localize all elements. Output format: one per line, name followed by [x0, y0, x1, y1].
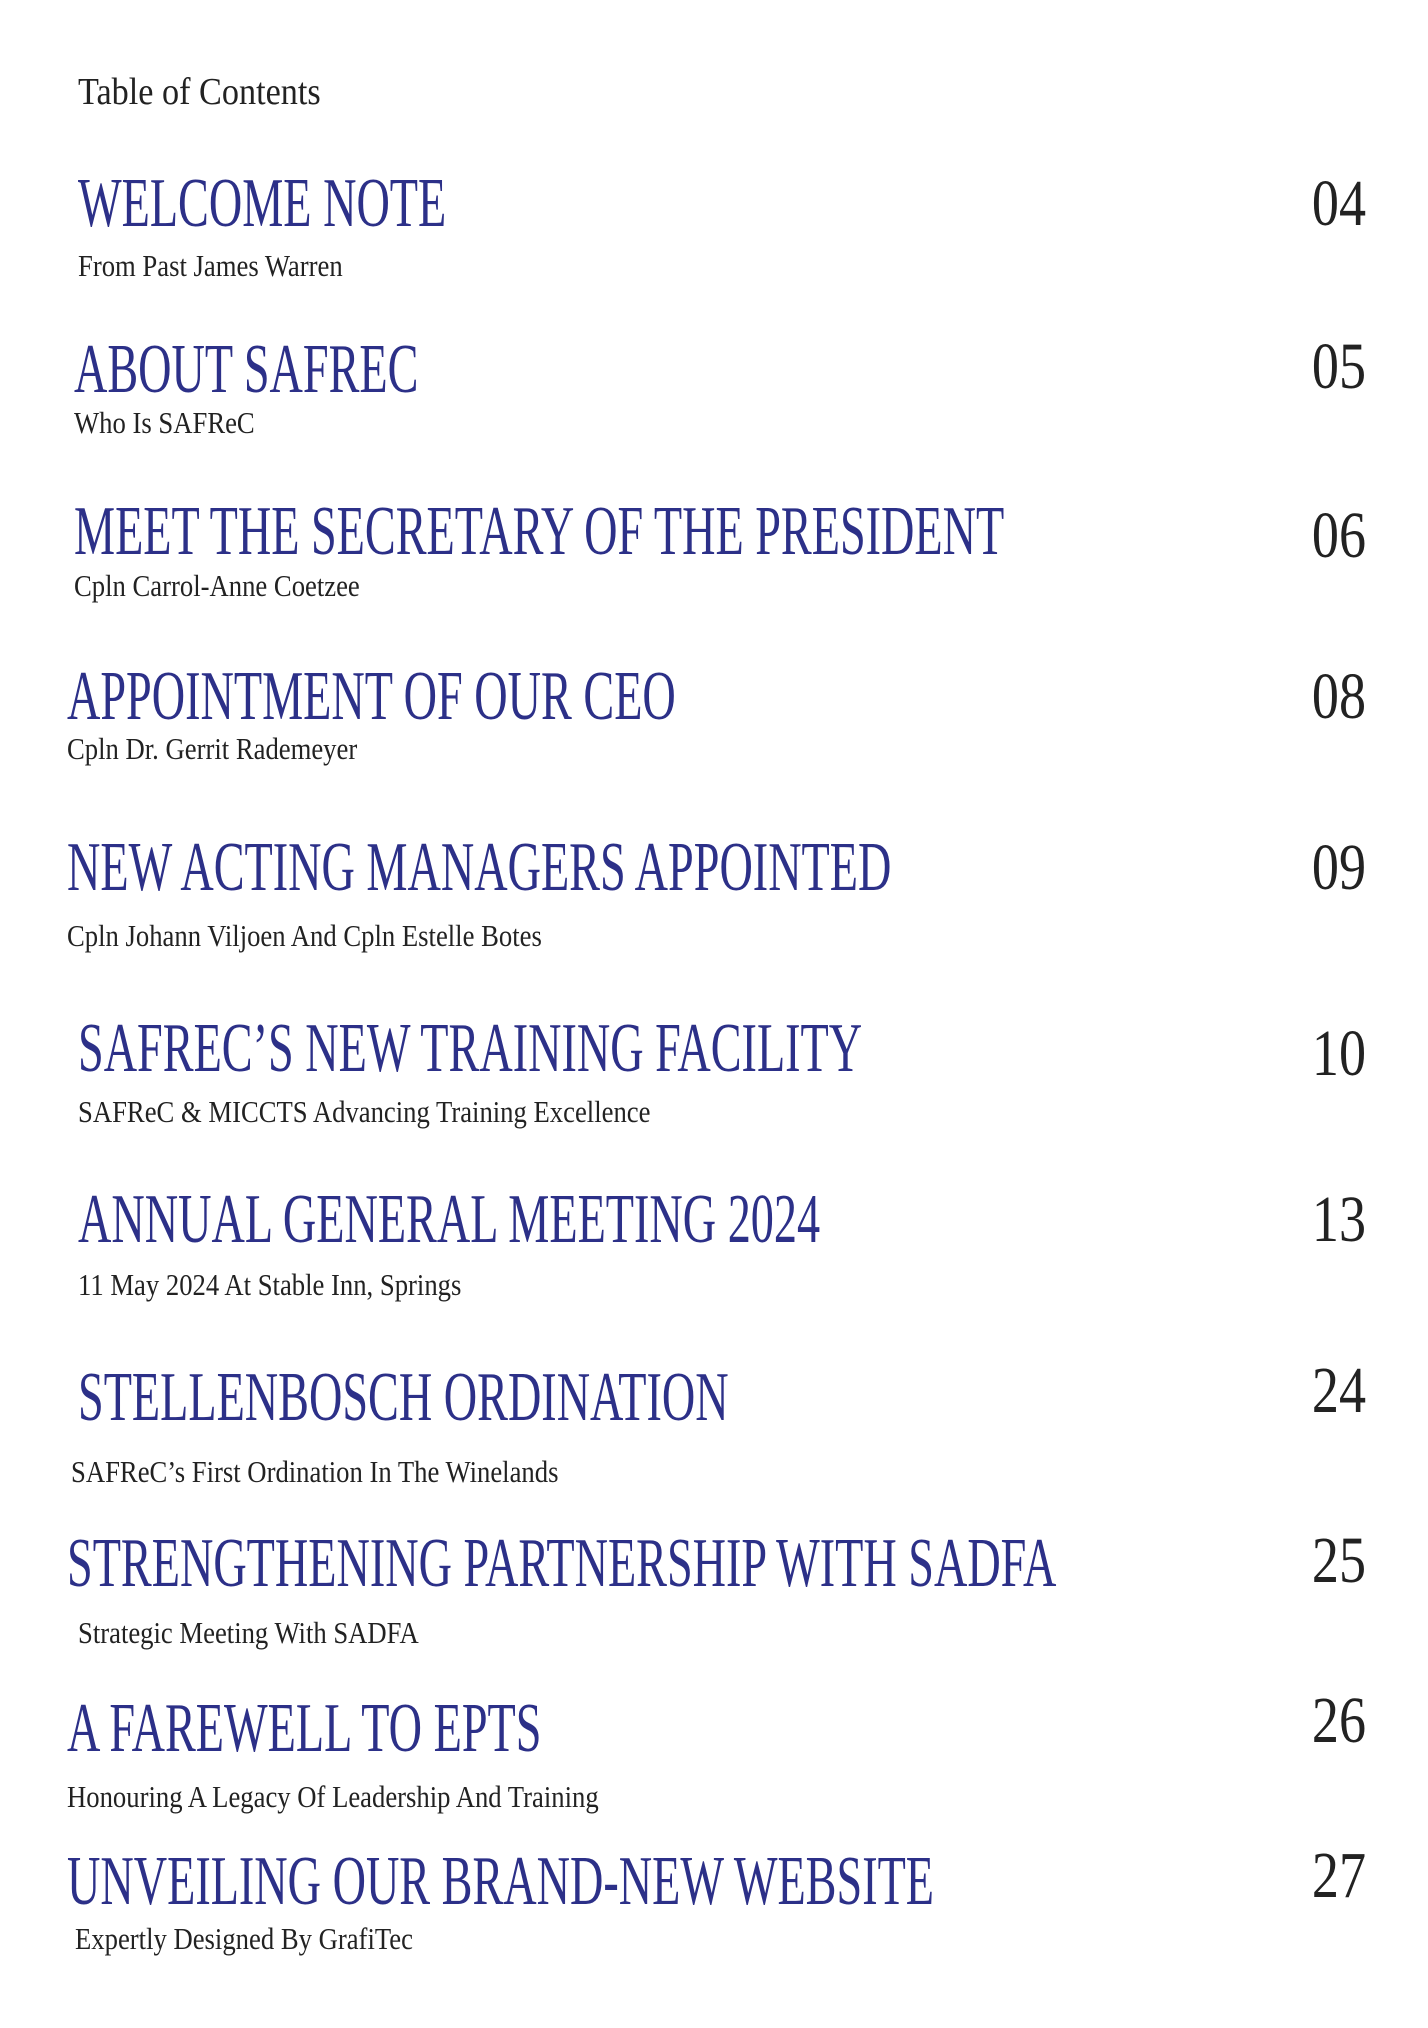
entry-title: WELCOME NOTE	[77, 164, 447, 242]
entry-title: MEET THE SECRETARY OF THE PRESIDENT	[73, 493, 1005, 571]
entry-subtitle: Cpln Carrol-Anne Coetzee	[73, 568, 360, 604]
entry-page: 06	[1311, 499, 1366, 573]
entry-page: 24	[1311, 1354, 1366, 1428]
entry-page: 27	[1311, 1838, 1366, 1912]
entry-page: 10	[1311, 1016, 1366, 1090]
entry-subtitle: SAFReC & MICCTS Advancing Training Excel…	[77, 1094, 651, 1130]
entry-subtitle: Honouring A Legacy Of Leadership And Tra…	[67, 1779, 600, 1815]
toc-heading: Table of Contents	[78, 71, 321, 113]
entry-page: 13	[1311, 1183, 1366, 1257]
entry-title: APPOINTMENT OF OUR CEO	[67, 658, 677, 736]
entry-subtitle: 11 May 2024 At Stable Inn, Springs	[77, 1266, 462, 1302]
entry-title: STRENGTHENING PARTNERSHIP WITH SADFA	[67, 1525, 1057, 1603]
entry-title: SAFREC’S NEW TRAINING FACILITY	[77, 1009, 863, 1087]
entry-title: A FAREWELL TO EPTS	[67, 1689, 542, 1767]
entry-title: ANNUAL GENERAL MEETING 2024	[77, 1181, 820, 1259]
entry-subtitle: SAFReC’s First Ordination In The Winelan…	[71, 1453, 559, 1489]
entry-page: 25	[1311, 1524, 1366, 1598]
entry-page: 05	[1311, 330, 1366, 404]
entry-page: 04	[1311, 166, 1366, 240]
entry-title: UNVEILING OUR BRAND-NEW WEBSITE	[67, 1843, 935, 1921]
entry-title: ABOUT SAFREC	[73, 330, 419, 408]
entry-subtitle: From Past James Warren	[77, 247, 343, 283]
entry-subtitle: Expertly Designed By GrafiTec	[75, 1920, 414, 1956]
entry-page: 09	[1311, 831, 1366, 905]
entry-subtitle: Strategic Meeting With SADFA	[77, 1614, 419, 1650]
entry-page: 08	[1311, 660, 1366, 734]
entry-subtitle: Cpln Johann Viljoen And Cpln Estelle Bot…	[67, 917, 543, 953]
entry-title: NEW ACTING MANAGERS APPOINTED	[67, 829, 892, 907]
entry-subtitle: Who Is SAFReC	[73, 404, 255, 440]
entry-page: 26	[1311, 1684, 1366, 1758]
entry-title: STELLENBOSCH ORDINATION	[77, 1358, 729, 1436]
entry-subtitle: Cpln Dr. Gerrit Rademeyer	[67, 730, 358, 766]
